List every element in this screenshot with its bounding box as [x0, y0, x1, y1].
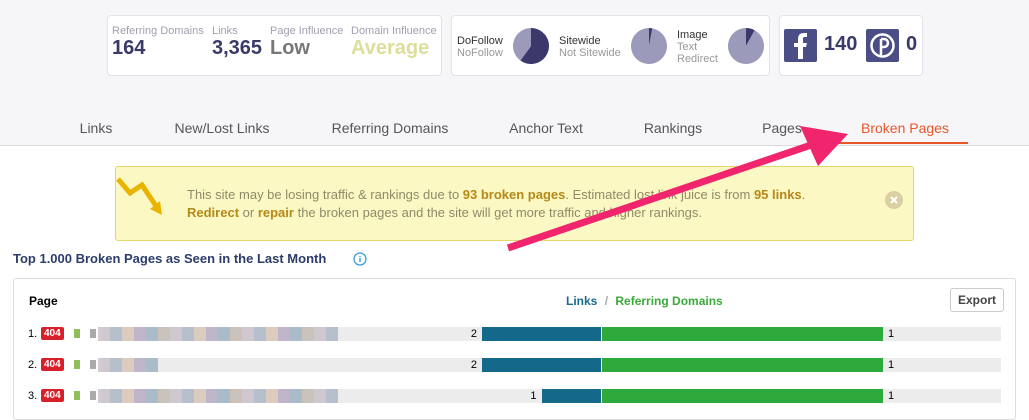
pie-label: DoFollow: [457, 35, 503, 47]
legend-sep: /: [604, 294, 609, 308]
legend: Links / Referring Domains: [566, 294, 723, 308]
links-value: 2: [470, 359, 477, 371]
pie-label: Redirect: [677, 53, 718, 65]
links-bar: [541, 389, 601, 403]
pies-box: DoFollow NoFollow Sitewide Not Sitewide Imag…: [451, 15, 770, 76]
facebook-icon: [784, 29, 817, 62]
legend-domains: Referring Domains: [615, 294, 723, 308]
stat-value: 3,365: [212, 37, 263, 59]
links-bar: [482, 358, 601, 372]
alert-text: or: [239, 205, 258, 220]
url-blur: [98, 358, 158, 372]
stat-label: Links: [212, 25, 238, 37]
pie-label: Sitewide: [559, 35, 601, 47]
alert-text: .: [801, 187, 806, 202]
links-value: 2: [470, 328, 477, 340]
domains-bar: [602, 358, 883, 372]
pie-slice: [728, 28, 764, 64]
alert-text: Redirect: [187, 205, 240, 220]
pink-arrow: [506, 126, 848, 252]
url-blur: [98, 389, 338, 403]
rank: 3.: [28, 390, 38, 402]
domains-bar: [602, 327, 883, 341]
domains-value: 1: [888, 359, 895, 371]
links-bar: [482, 327, 601, 341]
tab-underline: [835, 142, 968, 144]
page-icons: [74, 329, 96, 338]
tab[interactable]: Links: [79, 120, 113, 136]
header-area: Referring Domains 164 Links 3,365 Page Influ…: [0, 0, 1029, 146]
tab[interactable]: Pages: [762, 120, 802, 136]
stat-label: Referring Domains: [112, 25, 204, 37]
pie-label: Not Sitewide: [559, 47, 621, 59]
rank: 1.: [28, 328, 38, 340]
section-title: Top 1.000 Broken Pages as Seen in the La…: [13, 251, 327, 266]
alert-text: 93 broken pages: [462, 187, 566, 202]
stat-value: Average: [351, 37, 430, 59]
legend-links: Links: [566, 294, 598, 308]
pie-label: NoFollow: [457, 47, 503, 59]
table: Page Links / Referring Domains Export 1.…: [13, 278, 1016, 420]
page-icons: [74, 391, 96, 400]
page-icons: [74, 360, 96, 369]
close-button[interactable]: [885, 191, 905, 211]
tab[interactable]: Broken Pages: [861, 120, 949, 136]
pinterest-icon: [866, 29, 899, 62]
domains-bar: [602, 389, 883, 403]
alert-text: 95 links: [753, 187, 802, 202]
tab[interactable]: Anchor Text: [509, 120, 583, 136]
stat-value: 164: [112, 37, 146, 59]
alert-text: This site may be losing traffic & rankin…: [187, 187, 463, 202]
tab[interactable]: Referring Domains: [331, 120, 449, 136]
alert-text: repair: [257, 205, 294, 220]
tab[interactable]: New/Lost Links: [174, 120, 270, 136]
pie-slice: [746, 28, 755, 46]
pinterest-count: 0: [906, 33, 918, 55]
social-box[interactable]: 140 0: [779, 15, 923, 76]
tab[interactable]: Rankings: [643, 120, 703, 136]
pie-slice: [649, 28, 653, 46]
alert-arrow-icon: [116, 177, 162, 215]
page-header: Page: [29, 294, 58, 308]
domains-value: 1: [888, 328, 895, 340]
alert: This site may be losing traffic & rankin…: [115, 166, 914, 241]
facebook-count: 140: [824, 33, 858, 55]
status-badge: 404: [41, 389, 64, 402]
stat-label: Page Influence: [270, 25, 344, 37]
url-blur: [98, 327, 338, 341]
pie-slice: [513, 28, 531, 61]
rank: 2.: [28, 359, 38, 371]
pie-label: Image: [677, 29, 708, 41]
pie-slice: [631, 28, 667, 64]
status-badge: 404: [41, 327, 64, 340]
info-icon[interactable]: [353, 252, 368, 267]
status-badge: 404: [41, 358, 64, 371]
stat-label: Domain Influence: [351, 25, 437, 37]
links-value: 1: [530, 390, 537, 402]
stats-box: Referring Domains 164 Links 3,365 Page Influ…: [107, 15, 442, 76]
pie-label: Text: [677, 41, 697, 53]
domains-value: 1: [888, 390, 895, 402]
pie-slice: [520, 28, 549, 64]
export-button[interactable]: Export: [950, 288, 1004, 312]
stat-value: Low: [270, 37, 310, 59]
